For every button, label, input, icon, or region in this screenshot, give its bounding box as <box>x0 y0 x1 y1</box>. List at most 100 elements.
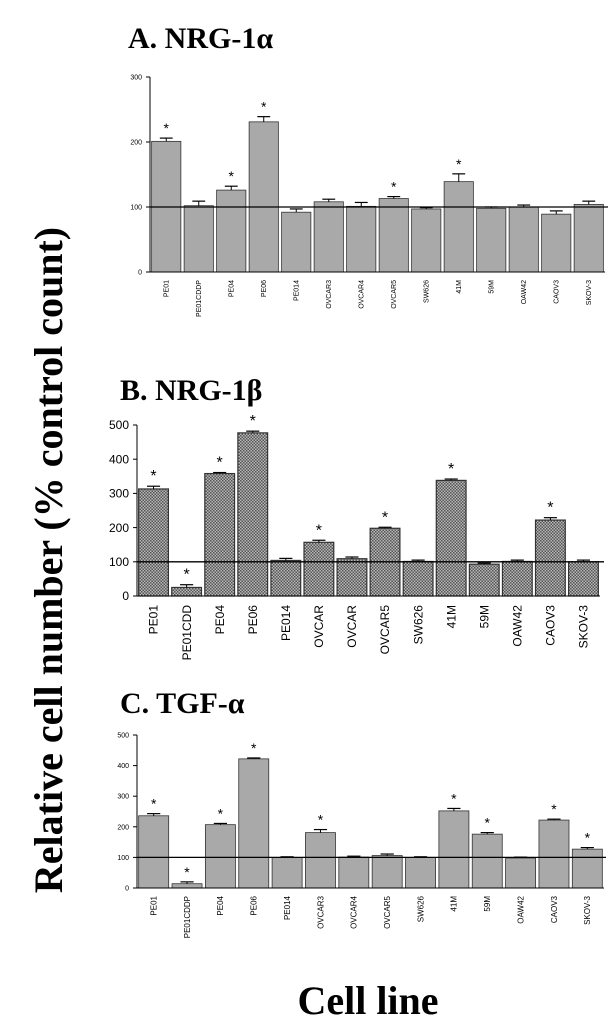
bar <box>238 758 270 889</box>
significance-star: * <box>485 815 491 831</box>
x-tick-label: OVCAR5 <box>383 895 392 928</box>
x-tick-label: PE01 <box>149 895 158 915</box>
bar <box>336 558 368 597</box>
significance-star: * <box>151 796 157 812</box>
y-tick-label: 500 <box>109 418 129 432</box>
x-tick-label: OAW42 <box>511 605 525 647</box>
x-tick-label: 59M <box>477 605 491 628</box>
significance-star: * <box>218 805 224 821</box>
bar <box>443 181 474 273</box>
significance-star: * <box>251 740 257 756</box>
bar <box>216 189 247 273</box>
bar <box>281 211 312 273</box>
y-tick-label: 100 <box>117 855 129 862</box>
y-tick-label: 200 <box>130 139 142 146</box>
bar <box>346 205 377 273</box>
y-tick-label: 200 <box>109 521 129 535</box>
bar <box>471 833 503 889</box>
bar <box>171 883 203 889</box>
bar <box>303 541 335 597</box>
bar <box>270 559 302 597</box>
bar <box>538 819 570 889</box>
significance-star: * <box>451 790 457 806</box>
panel-b: B. NRG-1β 0 100 200 300 400 500 * PE01 * PE01CDD * P… <box>109 374 604 660</box>
bar <box>435 479 467 597</box>
significance-star: * <box>318 812 324 828</box>
x-tick-label: SW626 <box>416 895 425 922</box>
x-tick-label: SW626 <box>411 605 425 645</box>
bar <box>171 586 203 597</box>
y-tick-label: 100 <box>109 555 129 569</box>
significance-star: * <box>184 864 190 880</box>
significance-star: * <box>164 120 170 136</box>
panel-title: B. NRG-1β <box>120 374 262 407</box>
x-tick-label: 41M <box>450 896 459 912</box>
significance-star: * <box>250 413 256 430</box>
y-axis-title: Relative cell number (% control count) <box>26 227 71 893</box>
y-tick-label: 500 <box>117 732 129 739</box>
x-tick-label: OVCAR3 <box>316 895 325 928</box>
significance-star: * <box>229 168 235 184</box>
x-tick-label: CAOV3 <box>550 895 559 923</box>
bar <box>505 857 537 889</box>
y-tick-label: 0 <box>138 269 142 276</box>
bar <box>508 206 539 273</box>
x-tick-label: 41M <box>444 605 458 628</box>
x-tick-label: OVCAR5 <box>378 605 392 655</box>
x-tick-label: SW626 <box>424 280 431 303</box>
significance-star: * <box>456 156 462 172</box>
bar <box>567 561 599 597</box>
panel-c: C. TGF-α 0 100 200 300 400 500 * PE01 * PE01CDDP * P… <box>117 687 606 938</box>
x-tick-label: OVCAR4 <box>359 280 366 309</box>
significance-star: * <box>316 522 322 539</box>
y-axis-title-group: Relative cell number (% control count) <box>26 227 71 893</box>
bar <box>338 856 370 889</box>
x-tick-label: PE04 <box>216 895 225 915</box>
y-tick-label: 0 <box>122 589 129 603</box>
bar <box>468 563 500 597</box>
bar <box>573 203 604 273</box>
x-tick-label: OVCAR4 <box>350 895 359 928</box>
x-tick-label: 41M <box>456 280 463 294</box>
significance-star: * <box>448 461 454 478</box>
bar <box>138 488 170 597</box>
significance-star: * <box>551 801 557 817</box>
bar <box>411 208 442 273</box>
y-tick-label: 400 <box>109 452 129 466</box>
x-tick-label: PE01 <box>147 605 161 635</box>
x-tick-label: OAW42 <box>516 895 525 923</box>
x-tick-label: 59M <box>483 896 492 912</box>
x-tick-label: PE06 <box>261 280 268 297</box>
x-axis-title: Cell line <box>297 978 438 1023</box>
bar <box>138 815 170 889</box>
y-tick-label: 100 <box>130 204 142 211</box>
bar <box>541 213 572 273</box>
bar <box>204 472 236 597</box>
bar <box>476 207 507 273</box>
y-tick-label: 200 <box>117 824 129 831</box>
x-tick-label: OAW42 <box>521 280 528 304</box>
x-tick-label: PE01CDDP <box>183 896 192 938</box>
x-tick-label: SKOV-3 <box>577 605 591 649</box>
x-tick-label: PE01 <box>164 280 171 297</box>
x-tick-label: PE01CDD <box>180 605 194 661</box>
y-tick-label: 300 <box>117 794 129 801</box>
bar <box>305 832 336 889</box>
bar <box>237 432 269 597</box>
y-tick-label: 0 <box>125 885 129 892</box>
y-tick-label: 300 <box>109 487 129 501</box>
x-tick-label: PE04 <box>229 280 236 297</box>
x-tick-label: 59M <box>489 280 496 294</box>
significance-star: * <box>585 830 591 846</box>
significance-star: * <box>382 509 388 526</box>
bar <box>183 205 214 273</box>
x-tick-label: PE01CDDP <box>196 280 203 317</box>
y-tick-label: 400 <box>117 763 129 770</box>
significance-star: * <box>547 500 553 517</box>
x-tick-label: PE014 <box>294 280 301 301</box>
bar <box>248 121 279 273</box>
bar <box>402 560 434 597</box>
bar <box>438 810 470 889</box>
x-tick-label: OVCAR3 <box>326 280 333 309</box>
significance-star: * <box>150 468 156 485</box>
